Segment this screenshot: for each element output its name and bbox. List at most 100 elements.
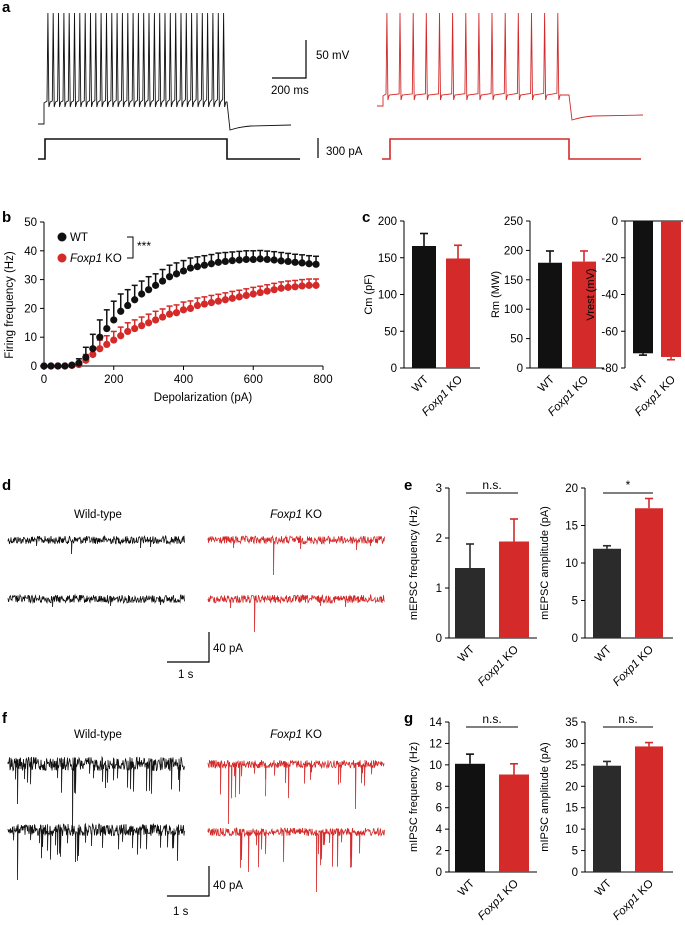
d-ko-trace-2 bbox=[207, 593, 385, 633]
g2-x-label-wt: WT bbox=[593, 878, 614, 899]
b-point-ko bbox=[312, 281, 320, 289]
d-scale-label-s: 1 s bbox=[178, 669, 194, 681]
f-wt-label: Wild-type bbox=[74, 729, 122, 741]
d-wt-trace-2 bbox=[7, 593, 185, 608]
e2-bar-ko bbox=[635, 508, 663, 638]
b-point-wt bbox=[256, 255, 264, 263]
g2-significance-label: n.s. bbox=[618, 712, 637, 726]
b-point-wt bbox=[242, 255, 250, 264]
b-point-wt bbox=[110, 316, 118, 324]
c2-bar-ko bbox=[572, 261, 596, 368]
b-point-wt bbox=[117, 307, 125, 315]
b-point-wt bbox=[298, 259, 306, 267]
b-point-ko bbox=[207, 299, 215, 307]
g2-y-tick-label: 5 bbox=[572, 846, 578, 858]
b-point-ko bbox=[96, 345, 104, 353]
c1-bar-wt bbox=[412, 245, 436, 368]
b-point-wt bbox=[145, 286, 153, 294]
c2-y-tick-label: 0 bbox=[517, 363, 523, 375]
g1-y-tick-label: 10 bbox=[429, 760, 442, 772]
g2-bar-wt bbox=[593, 765, 621, 872]
b-point-wt bbox=[221, 257, 229, 266]
b-point-ko bbox=[138, 322, 146, 330]
b-point-ko bbox=[235, 293, 243, 301]
b-point-wt bbox=[158, 277, 167, 285]
e1-bar-wt bbox=[455, 568, 485, 638]
d-ko-label: Foxp1 KO bbox=[270, 509, 322, 521]
b-point-wt bbox=[96, 333, 104, 341]
b-point-ko bbox=[89, 350, 97, 359]
b-x-tick-label: 0 bbox=[41, 374, 47, 386]
e1-y-tick-label: 3 bbox=[436, 483, 442, 495]
legend-significance-stars: *** bbox=[137, 239, 151, 253]
e1-x-label-wt: WT bbox=[456, 644, 477, 665]
b-point-ko bbox=[158, 313, 167, 321]
b-point-wt bbox=[193, 263, 202, 271]
b-point-ko bbox=[103, 340, 111, 348]
f-ko-trace-1 bbox=[207, 759, 385, 825]
b-point-wt bbox=[165, 273, 174, 281]
b-xlabel: Depolarization (pA) bbox=[154, 392, 253, 404]
e2-bar-wt bbox=[593, 548, 621, 638]
b-point-ko bbox=[221, 296, 229, 304]
c2-x-label-wt: WT bbox=[536, 374, 557, 395]
c3-y-tick-label: -80 bbox=[601, 363, 618, 375]
legend-significance-bracket bbox=[127, 236, 134, 259]
c2-y-tick-label: 250 bbox=[504, 216, 523, 228]
e1-y-label: mEPSC frequency (Hz) bbox=[408, 506, 420, 620]
panel-letter-g: g bbox=[404, 710, 413, 727]
b-point-ko bbox=[277, 284, 285, 292]
b-point-ko bbox=[305, 281, 313, 289]
b-x-tick-label: 800 bbox=[313, 374, 332, 386]
b-point-wt bbox=[291, 258, 299, 266]
b-y-tick-label: 10 bbox=[24, 332, 37, 344]
b-point-wt bbox=[152, 281, 160, 289]
b-point-ko bbox=[298, 282, 306, 290]
g1-x-label-wt: WT bbox=[456, 878, 477, 899]
c3-y-tick-label: -60 bbox=[601, 326, 618, 338]
panel-letter-a: a bbox=[2, 0, 11, 16]
g1-significance-label: n.s. bbox=[482, 712, 501, 726]
b-y-tick-label: 50 bbox=[24, 217, 37, 229]
g2-y-tick-label: 30 bbox=[565, 738, 578, 750]
b-point-wt bbox=[214, 258, 222, 266]
b-series bbox=[40, 249, 320, 370]
g1-bar-ko bbox=[499, 774, 529, 872]
c2-y-tick-label: 100 bbox=[504, 304, 523, 316]
b-point-ko bbox=[131, 324, 139, 333]
c3-bar-wt bbox=[633, 221, 653, 354]
b-point-ko bbox=[228, 294, 236, 302]
c1-x-label-wt: WT bbox=[410, 374, 431, 395]
b-point-wt bbox=[200, 261, 209, 269]
g1-y-tick-label: 6 bbox=[436, 803, 442, 815]
b-point-wt bbox=[61, 362, 69, 370]
b-point-wt bbox=[131, 296, 139, 304]
ko-current-step bbox=[382, 138, 641, 160]
panel-a-traces: 50 mV 200 ms 300 pA bbox=[38, 12, 644, 160]
b-x-tick-label: 600 bbox=[244, 374, 263, 386]
b-point-wt bbox=[179, 267, 188, 275]
scale-label-pa: 300 pA bbox=[326, 146, 363, 158]
e2-y-label: mEPSC amplitude (pA) bbox=[539, 506, 551, 620]
c3-y-tick-label: 0 bbox=[612, 216, 618, 228]
scale-label-ms: 200 ms bbox=[271, 85, 309, 97]
b-point-ko bbox=[145, 319, 153, 327]
g1-y-tick-label: 8 bbox=[436, 781, 442, 793]
b-point-ko bbox=[193, 301, 202, 310]
b-point-ko bbox=[179, 306, 188, 314]
scale-label-mv: 50 mV bbox=[316, 50, 350, 62]
wt-current-step bbox=[38, 138, 300, 160]
c2-y-label: Rm (MW) bbox=[490, 271, 502, 318]
g2-y-tick-label: 20 bbox=[565, 781, 578, 793]
f-wt-trace-1 bbox=[7, 755, 185, 837]
f-scale-label-s: 1 s bbox=[173, 906, 189, 918]
e1-y-tick-label: 1 bbox=[436, 583, 442, 595]
b-point-ko bbox=[242, 291, 250, 300]
f-wt-trace-2 bbox=[7, 822, 185, 881]
c2-y-tick-label: 200 bbox=[504, 245, 523, 257]
panel-letter-b: b bbox=[2, 209, 11, 226]
d-wt-trace-1 bbox=[7, 534, 185, 555]
e1-x-label-ko: Foxp1 KO bbox=[476, 644, 521, 689]
e2-y-tick-label: 10 bbox=[565, 558, 578, 570]
b-point-ko bbox=[214, 297, 222, 305]
